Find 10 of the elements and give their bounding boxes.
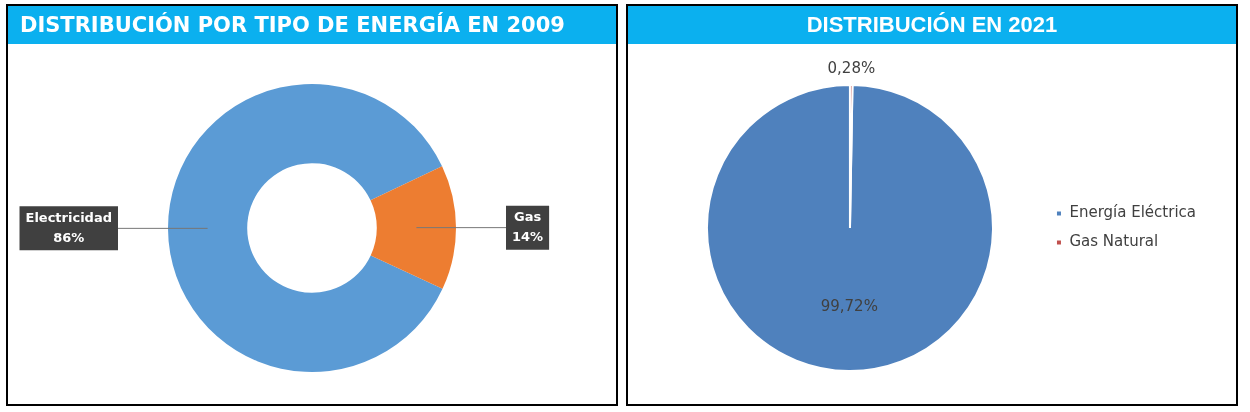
data-label: 14%: [512, 229, 544, 245]
chart-title: DISTRIBUCIÓN EN 2021: [628, 6, 1236, 44]
data-label: 99,72%: [820, 296, 878, 315]
data-label: 0,28%: [827, 58, 876, 77]
slice-label: Electricidad: [25, 209, 113, 225]
legend-label: Gas Natural: [1069, 232, 1159, 251]
data-label: 86%: [53, 229, 85, 245]
legend-label: Energía Eléctrica: [1069, 203, 1197, 222]
chart-title: DISTRIBUCIÓN POR TIPO DE ENERGÍA EN 2009: [8, 6, 616, 44]
slice-label: Gas: [513, 209, 542, 225]
